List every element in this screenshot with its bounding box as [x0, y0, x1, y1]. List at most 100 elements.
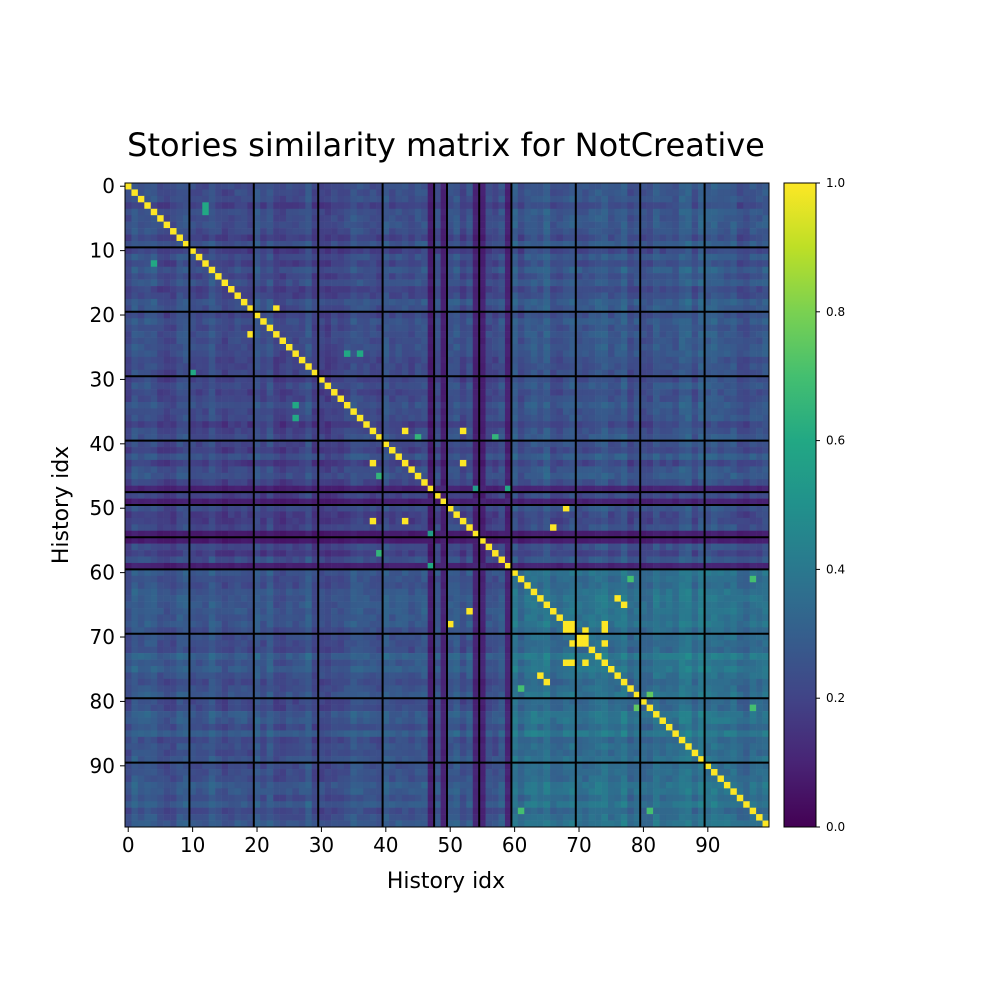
heatmap-cell	[234, 369, 242, 377]
heatmap-cell	[208, 286, 216, 293]
heatmap-cell	[208, 279, 216, 287]
heatmap-cell	[318, 395, 325, 403]
heatmap-cell	[427, 479, 435, 486]
heatmap-cell	[195, 459, 203, 467]
heatmap-cell	[717, 183, 725, 190]
heatmap-cell	[298, 498, 306, 506]
heatmap-cell	[427, 376, 435, 383]
heatmap-cell	[569, 350, 577, 358]
heatmap-cell	[723, 485, 731, 493]
heatmap-cell	[550, 453, 557, 461]
heatmap-cell	[163, 247, 171, 255]
heatmap-cell	[640, 279, 647, 287]
heatmap-cell	[125, 434, 132, 441]
heatmap-cell	[292, 369, 300, 377]
heatmap-cell	[382, 427, 390, 435]
heatmap-cell	[350, 459, 358, 467]
heatmap-cell	[234, 453, 242, 461]
heatmap-cell	[736, 337, 744, 345]
heatmap-cell	[749, 408, 757, 416]
heatmap-cell	[318, 247, 325, 255]
heatmap-cell	[427, 324, 435, 332]
heatmap-cell	[363, 408, 371, 416]
heatmap-cell	[640, 202, 647, 210]
heatmap-cell	[762, 421, 770, 429]
heatmap-cell	[324, 337, 332, 345]
heatmap-cell	[466, 485, 474, 493]
heatmap-cell	[472, 298, 480, 306]
heatmap-cell	[440, 453, 448, 461]
heatmap-cell	[704, 183, 712, 190]
heatmap-cell	[653, 195, 660, 203]
heatmap-cell	[343, 498, 351, 506]
heatmap-cell	[440, 459, 448, 467]
heatmap-cell	[762, 382, 770, 390]
heatmap-cell	[736, 376, 744, 383]
heatmap-cell	[434, 273, 441, 280]
heatmap-cell	[202, 395, 210, 403]
heatmap-cell	[401, 273, 409, 280]
heatmap-cell	[170, 466, 177, 474]
heatmap-cell	[408, 337, 416, 345]
heatmap-cell	[665, 453, 673, 461]
heatmap-cell	[414, 195, 422, 203]
heatmap-cell	[524, 453, 532, 461]
heatmap-cell	[620, 421, 628, 429]
heatmap-cell	[331, 382, 338, 390]
heatmap-cell	[279, 395, 287, 403]
heatmap-cell	[550, 253, 557, 261]
heatmap-cell	[698, 485, 705, 493]
heatmap-cell	[215, 363, 222, 371]
heatmap-cell	[273, 247, 280, 255]
heatmap-cell	[311, 337, 319, 345]
heatmap-cell	[601, 260, 609, 268]
heatmap-cell	[582, 311, 589, 319]
heatmap-cell	[176, 492, 184, 499]
heatmap-cell	[401, 202, 409, 210]
heatmap-cell	[176, 305, 184, 313]
heatmap-cell	[279, 331, 287, 338]
heatmap-cell	[234, 266, 242, 274]
heatmap-cell	[408, 447, 416, 454]
heatmap-cell	[472, 408, 480, 416]
heatmap-cell	[318, 305, 325, 313]
heatmap-cell	[176, 466, 184, 474]
heatmap-cell	[678, 324, 686, 332]
heatmap-cell	[640, 459, 647, 467]
heatmap-cell	[614, 279, 622, 287]
heatmap-cell	[182, 189, 190, 197]
heatmap-cell	[743, 492, 750, 499]
heatmap-cell	[215, 221, 222, 229]
heatmap-cell	[556, 350, 564, 358]
heatmap-cell	[286, 472, 293, 480]
heatmap-cell	[691, 266, 699, 274]
heatmap-cell	[157, 195, 164, 203]
heatmap-cell	[517, 382, 525, 390]
heatmap-cell	[646, 318, 654, 325]
heatmap-cell	[356, 356, 364, 364]
heatmap-cell	[691, 318, 699, 325]
heatmap-cell	[182, 286, 190, 293]
heatmap-cell	[665, 202, 673, 210]
heatmap-cell	[131, 298, 139, 306]
heatmap-cell	[762, 453, 770, 461]
heatmap-cell	[421, 427, 428, 435]
heatmap-cell	[221, 260, 229, 268]
heatmap-cell	[479, 369, 486, 377]
heatmap-cell	[698, 459, 705, 467]
heatmap-cell	[189, 279, 197, 287]
heatmap-cell	[170, 331, 177, 338]
heatmap-cell	[401, 350, 409, 358]
heatmap-cell	[150, 298, 158, 306]
heatmap-cell	[343, 292, 351, 300]
heatmap-cell	[125, 273, 132, 280]
heatmap-cell	[588, 311, 596, 319]
heatmap-cell	[318, 298, 325, 306]
heatmap-cell	[234, 228, 242, 235]
heatmap-cell	[221, 189, 229, 197]
heatmap-cell	[253, 395, 261, 403]
heatmap-cell	[498, 447, 506, 454]
heatmap-cell	[743, 331, 750, 338]
heatmap-cell	[485, 331, 493, 338]
heatmap-cell	[434, 440, 441, 448]
